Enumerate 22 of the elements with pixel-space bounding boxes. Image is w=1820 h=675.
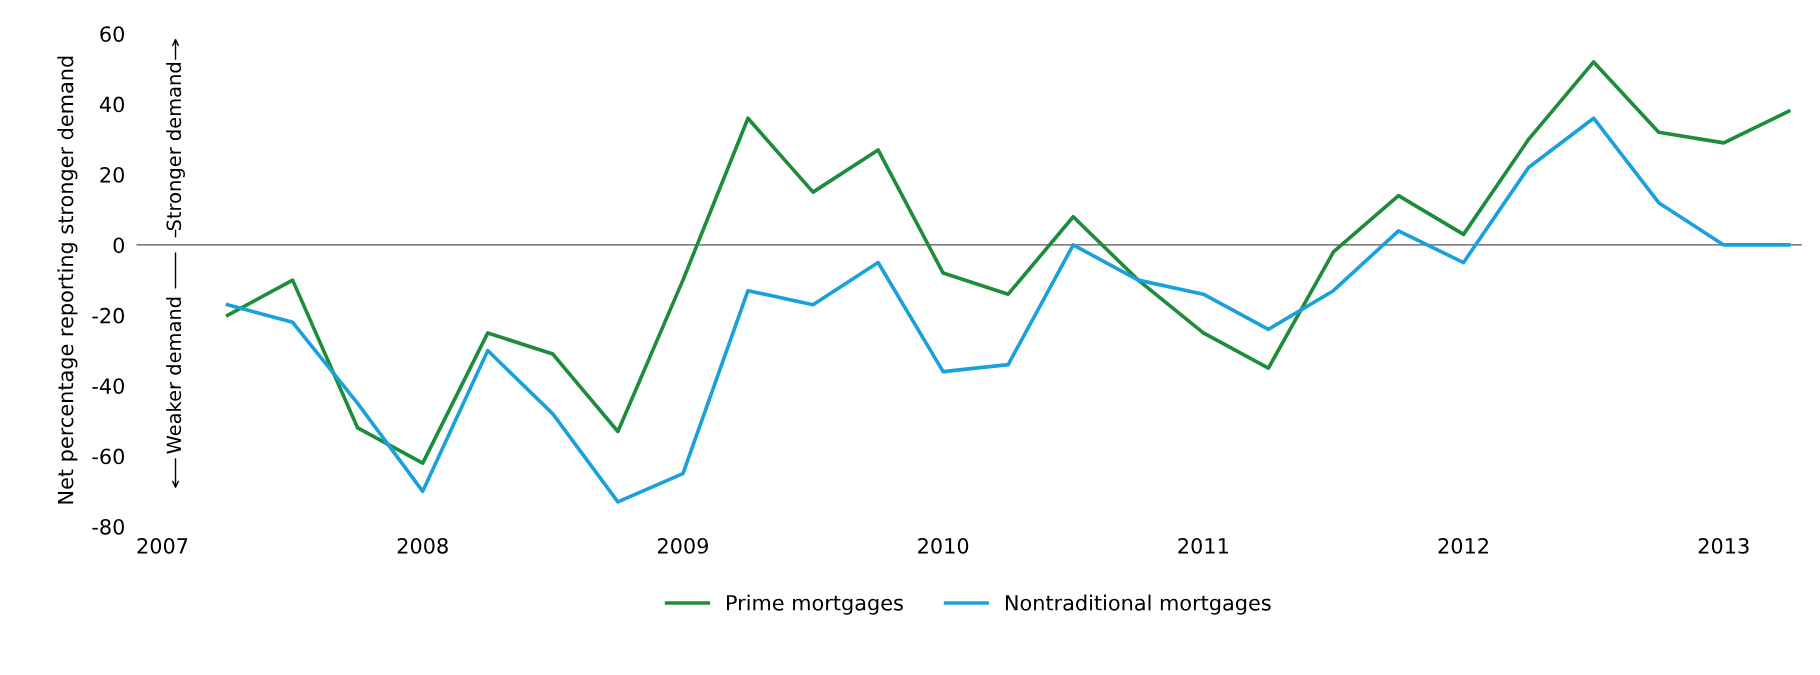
y-axis-title: Net percentage reporting stronger demand [57, 56, 78, 504]
y-tick-label: 40 [99, 96, 125, 113]
y-tick-label: 20 [100, 166, 125, 183]
y-tick-label: 0 [113, 237, 125, 254]
x-tick-label: 2009 [657, 537, 708, 554]
line-series [225, 60, 1791, 465]
annotation: Weaker demand [166, 297, 182, 454]
y-tick-label: -20 [92, 307, 125, 324]
x-tick-label: 2008 [397, 537, 448, 554]
x-tick-label: 2010 [918, 537, 969, 554]
y-tick-label: -80 [92, 518, 125, 535]
y-tick-label: 60 [100, 26, 125, 42]
x-tick-label: 2013 [1698, 537, 1749, 554]
y-tick-label: -40 [92, 378, 125, 394]
annotation: Stronger demand [166, 63, 185, 231]
x-tick-label: 2007 [137, 537, 188, 554]
line-series [225, 116, 1791, 504]
legend-label: Prime mortgages [726, 594, 903, 615]
x-tick-label: 2012 [1438, 537, 1488, 554]
y-tick-label: -60 [92, 448, 125, 465]
legend-label: Nontraditional mortgages [1005, 594, 1271, 615]
x-tick-label: 2011 [1178, 537, 1228, 554]
